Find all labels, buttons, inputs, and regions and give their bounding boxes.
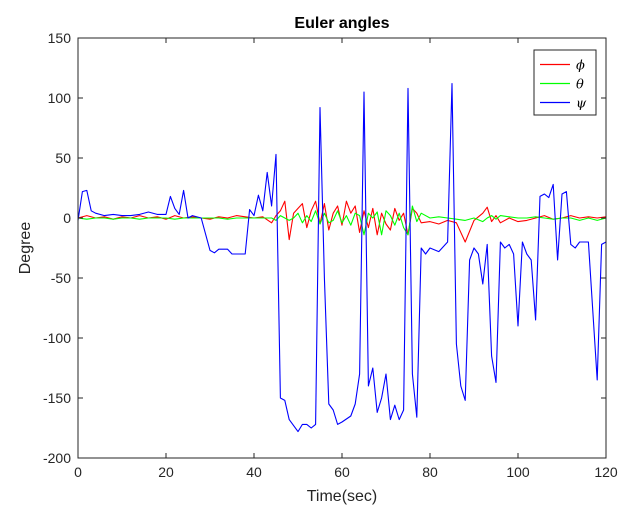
x-tick-label: 20 [158,464,174,480]
plot-area [78,38,606,458]
x-tick-label: 100 [506,464,530,480]
x-tick-label: 40 [246,464,262,480]
y-tick-label: 100 [48,90,72,106]
y-tick-label: -50 [51,270,71,286]
y-axis-label: Degree [17,222,34,275]
series-layer [77,83,607,433]
x-tick-label: 60 [334,464,350,480]
legend-box [533,49,597,116]
x-tick-label: 120 [594,464,618,480]
series-line-2 [77,83,607,433]
y-tick-label: -100 [43,330,71,346]
ticks-layer: 0 20 40 60 80 100 120 -200 -150 -100 -50 0 50 100 150 [43,30,618,480]
legend-label-1: θ [576,78,584,93]
y-tick-label: 50 [55,150,71,166]
chart-title: Euler angles [294,15,389,32]
legend: ϕθψ [533,49,597,116]
series-line-0 [77,200,607,243]
y-tick-label: -150 [43,390,71,406]
x-tick-label: 0 [74,464,82,480]
series-line-1 [77,205,607,236]
x-axis-label: Time(sec) [307,488,378,505]
legend-label-2: ψ [576,97,587,112]
y-tick-label: 150 [48,30,72,46]
legend-label-0: ϕ [576,59,585,74]
y-tick-label: -200 [43,450,71,466]
x-tick-label: 80 [422,464,438,480]
y-tick-label: 0 [63,210,71,226]
